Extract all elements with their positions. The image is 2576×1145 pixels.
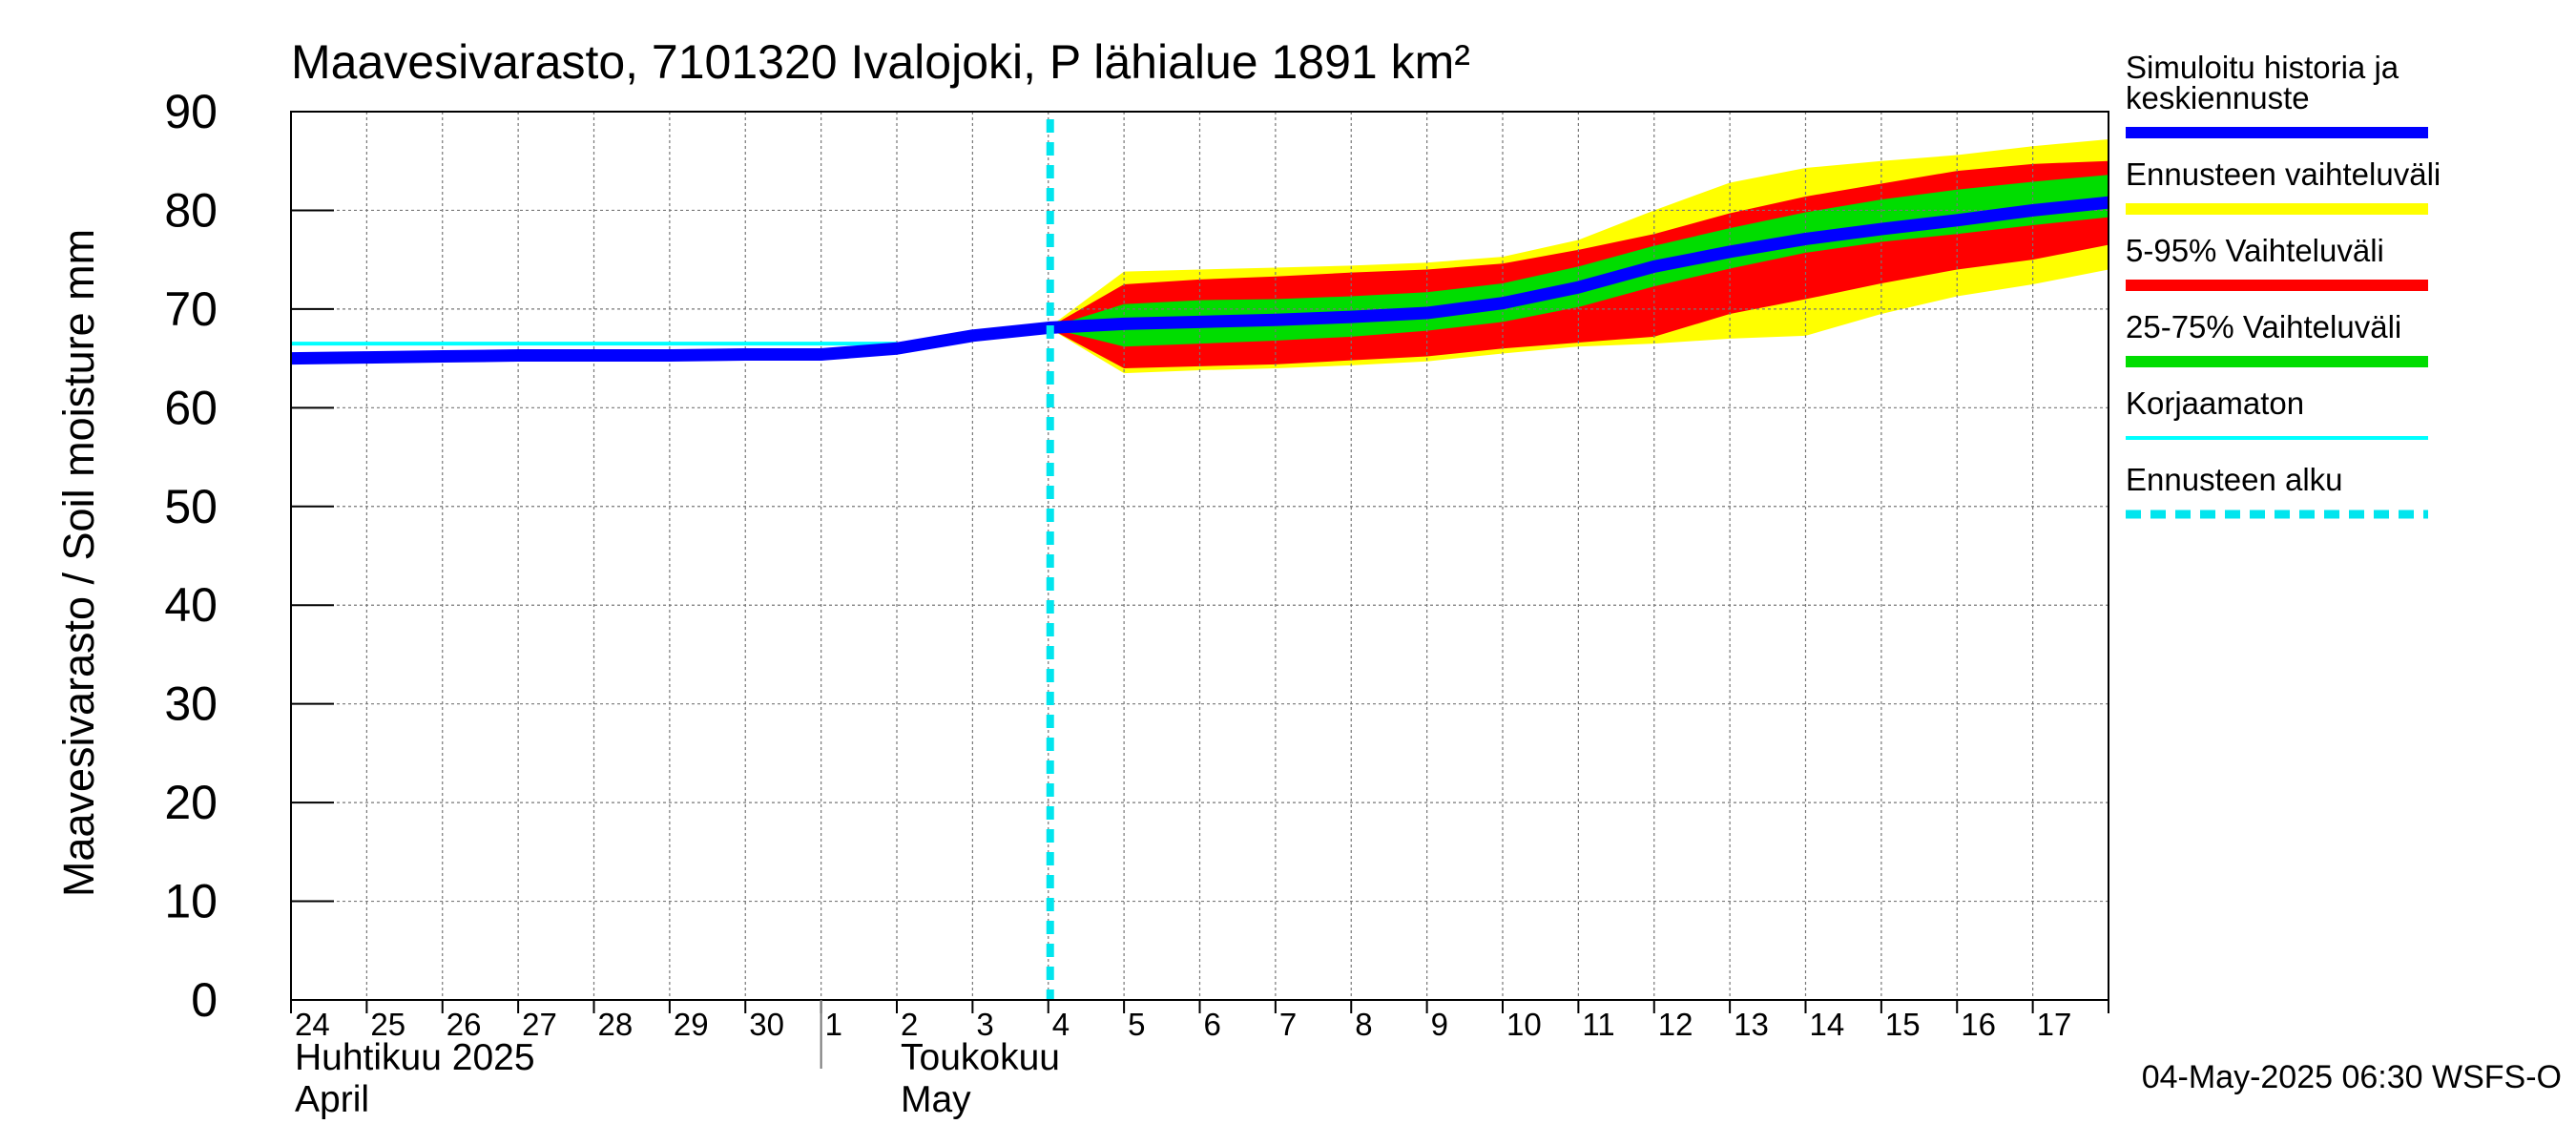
legend-label: 5-95% Vaihteluväli	[2126, 233, 2384, 268]
x-tick-label: 1	[825, 1007, 842, 1042]
y-tick-label: 50	[164, 480, 218, 533]
x-tick-label: 10	[1506, 1007, 1542, 1042]
simulated-line	[290, 196, 2109, 365]
chart-title: Maavesivarasto, 7101320 Ivalojoki, P läh…	[291, 35, 1470, 89]
x-tick-label: 9	[1431, 1007, 1448, 1042]
y-tick-label: 90	[164, 85, 218, 138]
x-tick-label: 5	[1128, 1007, 1145, 1042]
band-25-75	[1048, 175, 2109, 347]
y-axis-label: Maavesivarasto / Soil moisture mm	[54, 229, 103, 897]
y-tick-label: 0	[191, 973, 218, 1027]
x-tick-label: 28	[598, 1007, 634, 1042]
x-tick-label: 29	[674, 1007, 709, 1042]
legend-label: 25-75% Vaihteluväli	[2126, 309, 2401, 344]
x-tick-label: 25	[370, 1007, 405, 1042]
month-label-fi: Huhtikuu 2025	[295, 1037, 535, 1078]
legend-label: Ennusteen vaihteluväli	[2126, 156, 2441, 192]
x-tick-label: 24	[295, 1007, 330, 1042]
y-tick-label: 30	[164, 677, 218, 731]
y-tick-label: 70	[164, 282, 218, 336]
legend-label: Simuloitu historia ja	[2126, 50, 2399, 85]
x-tick-label: 8	[1355, 1007, 1372, 1042]
x-tick-label: 26	[447, 1007, 482, 1042]
y-tick-label: 20	[164, 776, 218, 829]
legend-label-cont: keskiennuste	[2126, 80, 2310, 115]
y-tick-label: 60	[164, 381, 218, 434]
month-label-en: May	[901, 1079, 971, 1120]
x-tick-label: 3	[976, 1007, 993, 1042]
x-tick-label: 16	[1961, 1007, 1996, 1042]
x-tick-label: 2	[901, 1007, 918, 1042]
chart-grid	[291, 112, 2109, 1000]
y-tick-label: 40	[164, 578, 218, 632]
x-tick-label: 13	[1734, 1007, 1769, 1042]
x-tick-label: 4	[1052, 1007, 1070, 1042]
x-tick-label: 6	[1204, 1007, 1221, 1042]
x-tick-label: 11	[1582, 1007, 1614, 1042]
month-label-fi: Toukokuu	[901, 1037, 1060, 1078]
x-tick-label: 15	[1885, 1007, 1921, 1042]
x-tick-label: 30	[749, 1007, 784, 1042]
y-tick-label: 10	[164, 875, 218, 928]
x-tick-label: 7	[1279, 1007, 1297, 1042]
month-label-en: April	[295, 1079, 369, 1120]
x-tick-label: 17	[2037, 1007, 2072, 1042]
x-tick-label: 27	[522, 1007, 557, 1042]
legend-label: Ennusteen alku	[2126, 462, 2343, 497]
series-lines	[290, 119, 2109, 1000]
legend-label: Korjaamaton	[2126, 385, 2304, 421]
y-tick-label: 80	[164, 183, 218, 237]
footer-timestamp: 04-May-2025 06:30 WSFS-O	[2142, 1059, 2562, 1095]
x-tick-label: 14	[1810, 1007, 1845, 1042]
x-tick-label: 12	[1658, 1007, 1693, 1042]
